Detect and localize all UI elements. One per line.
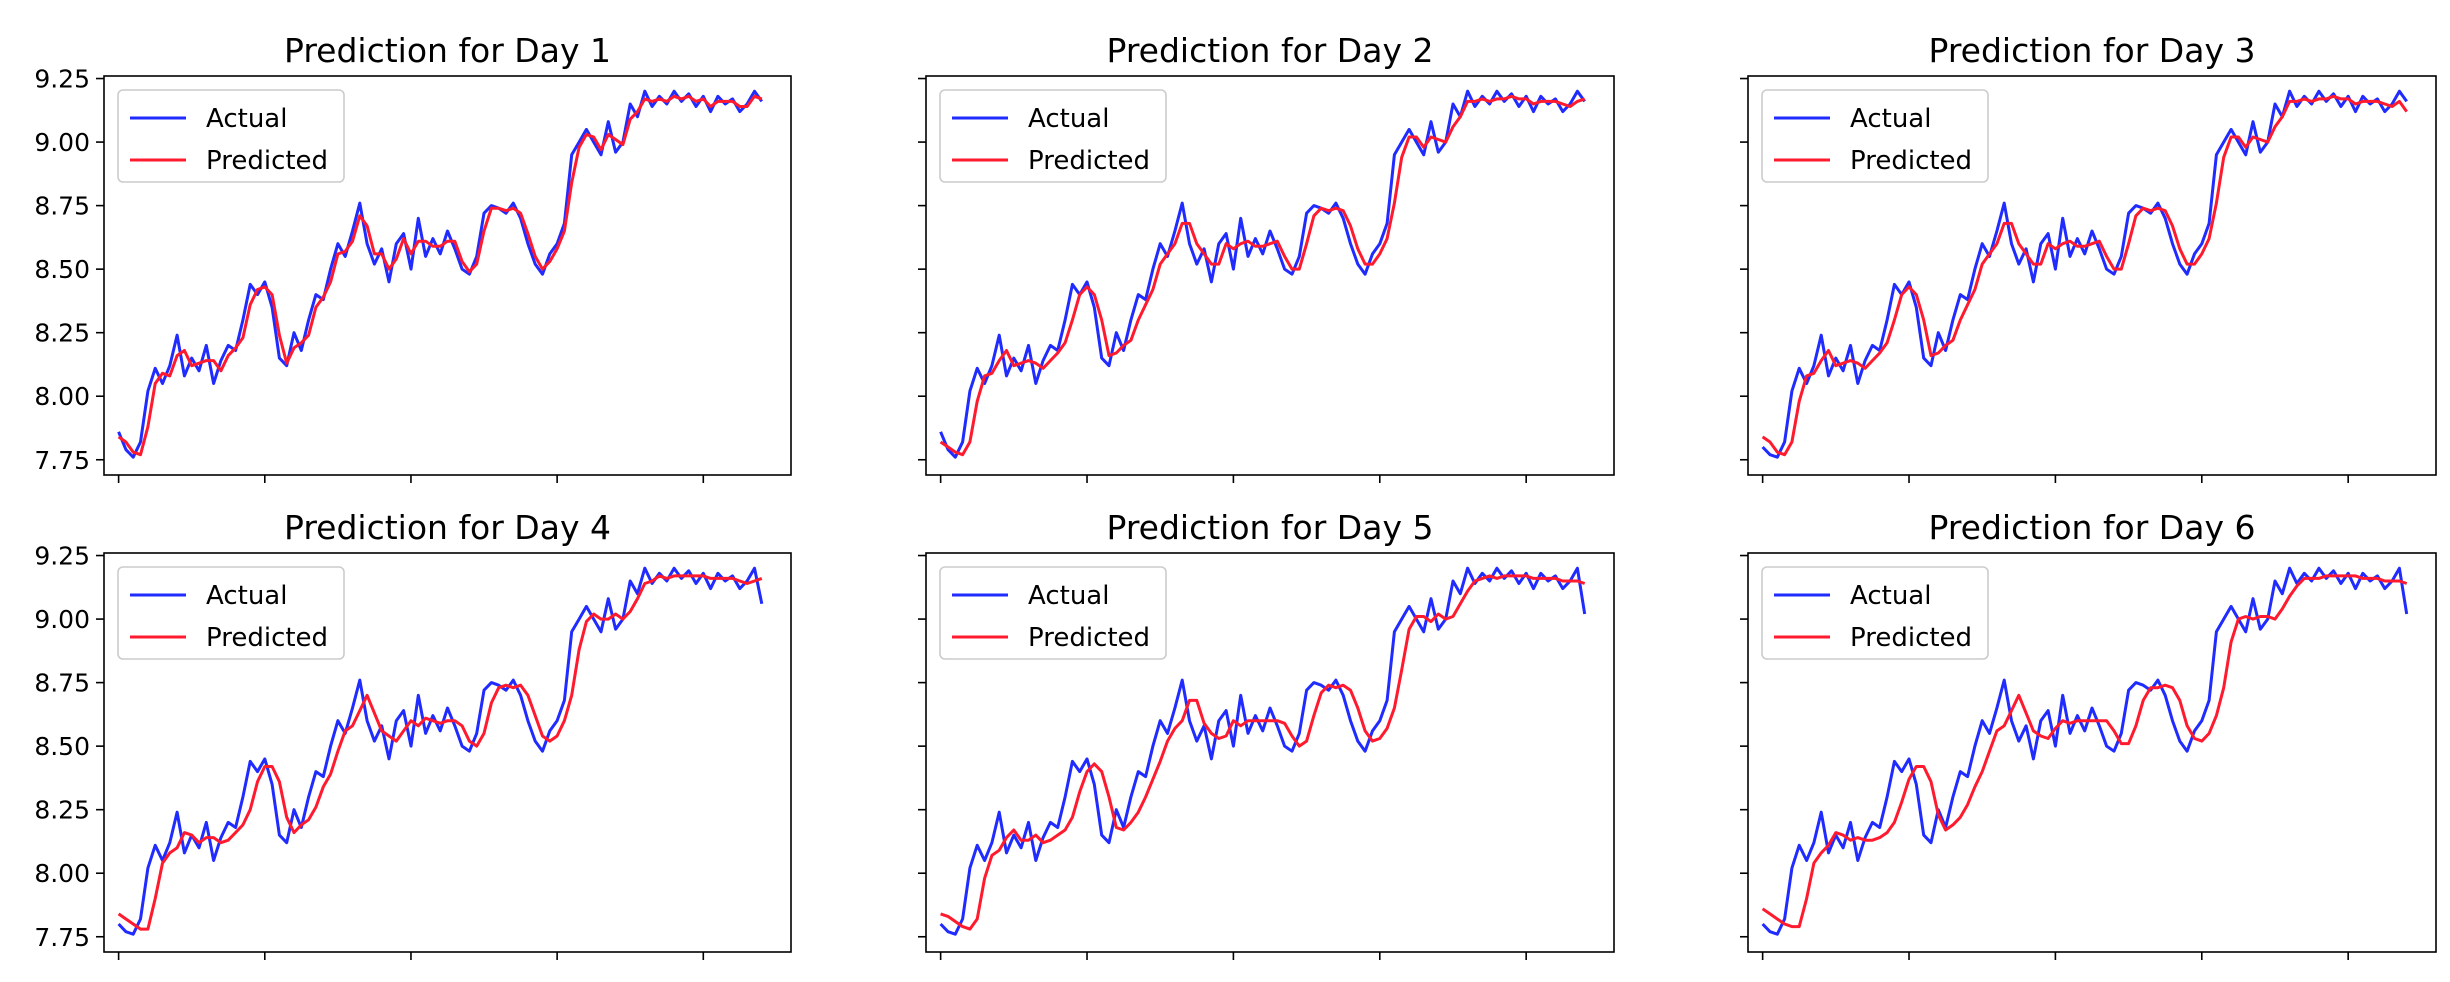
- panel-title: Prediction for Day 3: [1929, 31, 2256, 70]
- legend-label-actual: Actual: [1850, 581, 1931, 611]
- panel-6: Prediction for Day 6 Actual Predicted: [1740, 508, 2437, 960]
- legend-label-predicted: Predicted: [206, 623, 328, 653]
- legend-label-predicted: Predicted: [1028, 146, 1150, 176]
- series-predicted-line: [117, 94, 763, 457]
- legend-label-actual: Actual: [206, 581, 287, 611]
- y-tick-label: 9.25: [34, 542, 90, 571]
- series-actual-line: [939, 89, 1586, 459]
- series-predicted-line: [117, 574, 763, 931]
- legend: Actual Predicted: [117, 89, 345, 183]
- axes-frame: [103, 75, 792, 476]
- y-tick-label: 7.75: [34, 446, 90, 475]
- y-tick-label: 8.25: [34, 796, 90, 825]
- panel-title: Prediction for Day 1: [284, 31, 611, 70]
- legend: Actual Predicted: [939, 566, 1167, 660]
- y-tick-label: 8.50: [34, 255, 90, 284]
- legend: Actual Predicted: [117, 566, 345, 660]
- legend-label-predicted: Predicted: [206, 146, 328, 176]
- axes-frame: [1747, 552, 2437, 953]
- panel-5: Prediction for Day 5 Actual Predicted: [918, 508, 1615, 960]
- panel-4: Prediction for Day 4 7.75 8.00 8.25 8.50 8.75…: [34, 508, 792, 960]
- y-tick-label: 9.00: [34, 128, 90, 157]
- y-tick-label: 8.75: [34, 669, 90, 698]
- axes-frame: [925, 75, 1615, 476]
- series-predicted-line: [1761, 574, 2408, 929]
- legend: Actual Predicted: [1761, 89, 1989, 183]
- panel-title: Prediction for Day 5: [1107, 508, 1434, 547]
- series-predicted-line: [939, 94, 1586, 457]
- y-tick-label: 8.00: [34, 859, 90, 888]
- y-tick-label: 8.75: [34, 192, 90, 221]
- panel-1: Prediction for Day 1 7.75 8.00 8.25 8.50 8.75…: [34, 31, 792, 483]
- legend-label-actual: Actual: [1028, 581, 1109, 611]
- y-tick-label: 8.50: [34, 732, 90, 761]
- legend-label-predicted: Predicted: [1850, 146, 1972, 176]
- legend-label-predicted: Predicted: [1850, 623, 1972, 653]
- legend-label-actual: Actual: [1028, 104, 1109, 134]
- y-tick-label: 9.00: [34, 605, 90, 634]
- series-actual-line: [1761, 89, 2408, 459]
- series-actual-line: [1761, 566, 2409, 936]
- legend-label-predicted: Predicted: [1028, 623, 1150, 653]
- legend-label-actual: Actual: [206, 104, 287, 134]
- panel-title: Prediction for Day 4: [284, 508, 611, 547]
- legend: Actual Predicted: [1761, 566, 1989, 660]
- y-tick-label: 7.75: [34, 923, 90, 952]
- axes-frame: [1747, 75, 2437, 476]
- axes-frame: [925, 552, 1615, 953]
- axes-frame: [103, 552, 792, 953]
- series-predicted-line: [940, 574, 1586, 931]
- panel-title: Prediction for Day 2: [1107, 31, 1434, 70]
- y-tick-label: 9.25: [34, 65, 90, 94]
- legend: Actual Predicted: [939, 89, 1167, 183]
- panel-title: Prediction for Day 6: [1929, 508, 2256, 547]
- y-tick-label: 8.00: [34, 382, 90, 411]
- panel-3: Prediction for Day 3 Actual Predicted: [1740, 31, 2437, 483]
- series-predicted-line: [1761, 94, 2408, 457]
- y-tick-label: 8.25: [34, 319, 90, 348]
- legend-label-actual: Actual: [1850, 104, 1931, 134]
- panel-2: Prediction for Day 2 Actual Predicted: [918, 31, 1615, 483]
- series-actual-line: [117, 89, 764, 459]
